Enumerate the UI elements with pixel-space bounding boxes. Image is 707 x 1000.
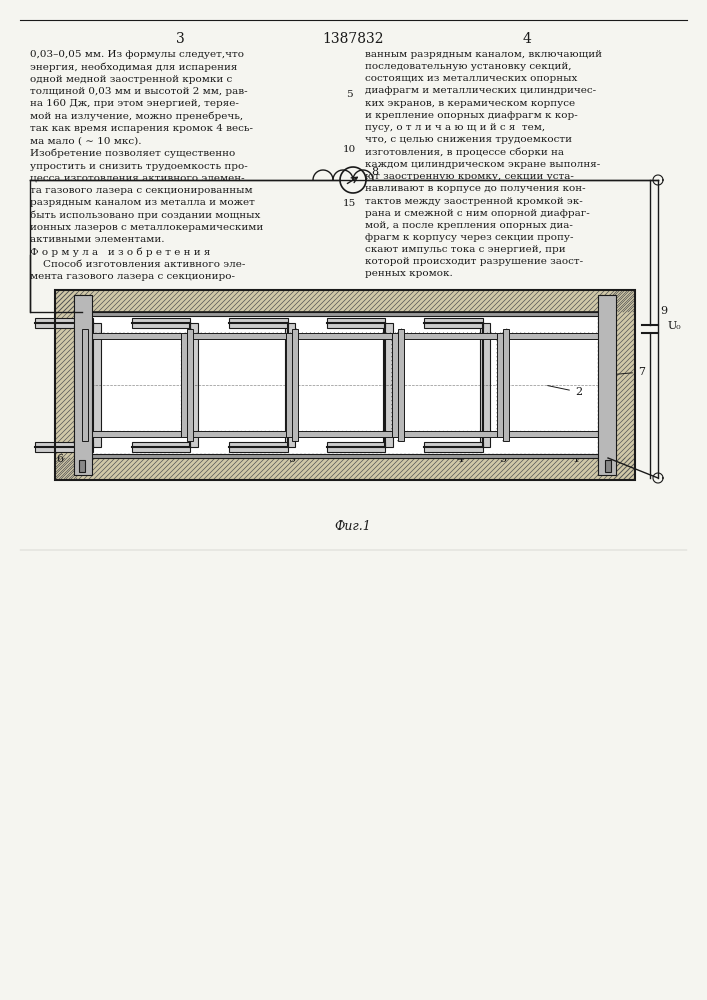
Text: 6: 6: [57, 454, 64, 464]
Bar: [497, 333, 503, 437]
Bar: [88, 333, 181, 339]
Bar: [181, 333, 187, 437]
Bar: [55, 290, 635, 312]
Bar: [286, 333, 293, 437]
Bar: [613, 290, 635, 480]
Bar: [193, 333, 286, 339]
Bar: [82, 329, 88, 441]
Text: 10: 10: [342, 145, 356, 154]
Bar: [88, 431, 181, 437]
Bar: [88, 333, 181, 339]
Text: 4: 4: [522, 32, 532, 46]
Bar: [132, 442, 190, 452]
Bar: [230, 442, 288, 452]
Bar: [90, 323, 100, 447]
Text: 3: 3: [499, 454, 506, 464]
Bar: [602, 333, 608, 437]
Bar: [602, 333, 608, 437]
Bar: [77, 454, 613, 458]
Bar: [132, 318, 190, 328]
Bar: [286, 323, 296, 447]
Bar: [55, 290, 635, 480]
Bar: [598, 295, 616, 475]
Text: 9: 9: [660, 306, 667, 316]
Text: U₀: U₀: [668, 321, 682, 331]
Bar: [497, 333, 503, 437]
Bar: [293, 329, 298, 441]
Bar: [35, 442, 93, 452]
Text: 15: 15: [342, 199, 356, 208]
Bar: [293, 329, 298, 441]
Bar: [503, 329, 509, 441]
Bar: [613, 290, 635, 480]
Bar: [397, 329, 404, 441]
Bar: [509, 431, 602, 437]
Bar: [327, 442, 385, 452]
Bar: [298, 431, 392, 437]
Bar: [187, 329, 193, 441]
Text: 5: 5: [346, 90, 352, 99]
Bar: [79, 460, 85, 472]
Bar: [392, 333, 397, 437]
Bar: [404, 333, 497, 339]
Bar: [397, 329, 404, 441]
Bar: [230, 318, 288, 328]
Bar: [55, 290, 77, 480]
Bar: [55, 290, 77, 480]
Text: 1387832: 1387832: [322, 32, 384, 46]
Text: Фиг.1: Фиг.1: [334, 520, 371, 533]
Bar: [298, 431, 392, 437]
Bar: [480, 323, 491, 447]
Bar: [77, 312, 613, 316]
Text: 4: 4: [457, 454, 464, 464]
Bar: [193, 333, 286, 339]
Text: 5: 5: [289, 454, 296, 464]
Bar: [35, 318, 93, 328]
Bar: [327, 318, 385, 328]
Bar: [88, 431, 181, 437]
Bar: [55, 458, 635, 480]
Bar: [298, 333, 392, 339]
Bar: [509, 333, 602, 339]
Text: 1: 1: [573, 454, 580, 464]
Bar: [77, 454, 613, 458]
Text: ванным разрядным каналом, включающий
последовательную установку секций,
состоящи: ванным разрядным каналом, включающий пос…: [365, 50, 602, 278]
Text: 3: 3: [175, 32, 185, 46]
Bar: [598, 295, 616, 475]
Bar: [605, 460, 611, 472]
Bar: [404, 431, 497, 437]
Bar: [503, 329, 509, 441]
Bar: [404, 431, 497, 437]
Text: 0,03–0,05 мм. Из формулы следует,что
энергия, необходимая для испарения
одной ме: 0,03–0,05 мм. Из формулы следует,что эне…: [30, 50, 263, 281]
Bar: [404, 333, 497, 339]
Bar: [298, 333, 392, 339]
Bar: [82, 329, 88, 441]
Bar: [286, 333, 293, 437]
Bar: [193, 431, 286, 437]
Text: 2: 2: [548, 386, 582, 397]
Bar: [181, 333, 187, 437]
Bar: [509, 431, 602, 437]
Bar: [392, 333, 397, 437]
Bar: [424, 442, 483, 452]
Bar: [77, 312, 613, 458]
Bar: [509, 333, 602, 339]
Bar: [74, 295, 92, 475]
Text: 8: 8: [371, 167, 378, 177]
Text: 7: 7: [611, 367, 645, 377]
Bar: [424, 318, 483, 328]
Bar: [77, 312, 613, 316]
Bar: [187, 329, 193, 441]
Bar: [383, 323, 393, 447]
Bar: [55, 458, 635, 480]
Bar: [188, 323, 198, 447]
Bar: [55, 290, 635, 312]
Bar: [74, 295, 92, 475]
Bar: [193, 431, 286, 437]
